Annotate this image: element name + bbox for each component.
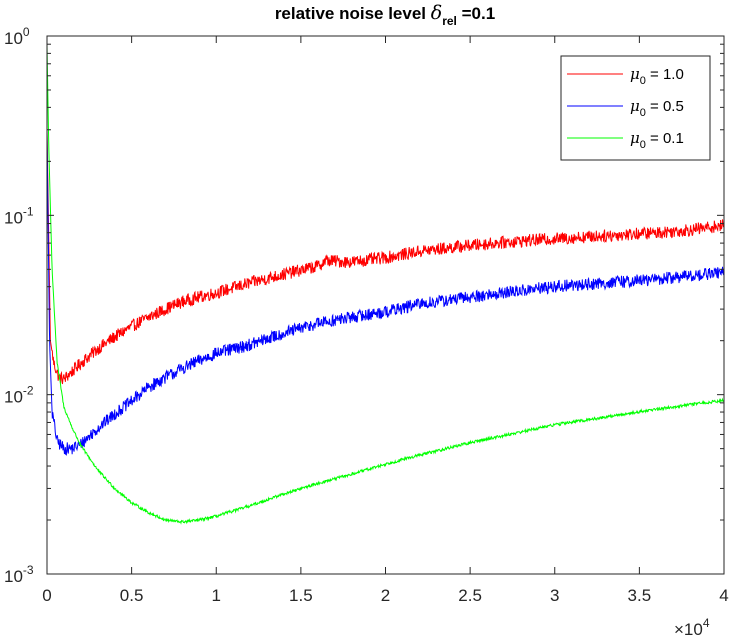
x-tick-label: 3 — [550, 586, 559, 605]
y-tick-label: 10-1 — [4, 204, 34, 227]
title-prefix: relative noise level — [275, 4, 431, 23]
x-exponent-label: ×104 — [674, 616, 710, 639]
x-tick-label: 1 — [212, 586, 221, 605]
title-subscript: rel — [442, 14, 457, 28]
x-tick-labels: 0 0.5 1 1.5 2 2.5 3 3.5 4 — [42, 586, 728, 605]
legend-label-3: μ0 = 0.1 — [630, 129, 684, 151]
x-tick-label: 0.5 — [120, 586, 144, 605]
series-layer — [46, 44, 725, 525]
ticks-layer — [46, 35, 725, 575]
chart-title: relative noise level δrel =0.1 — [275, 2, 495, 28]
series-line-2 — [46, 129, 725, 456]
x-exponent-power: 4 — [703, 616, 710, 630]
y-tick-label: 10-2 — [4, 384, 34, 407]
legend-label-2: μ0 = 0.5 — [630, 97, 684, 119]
legend-label-1: μ0 = 1.0 — [630, 65, 684, 87]
series-line-1 — [46, 129, 725, 385]
title-suffix: =0.1 — [457, 4, 495, 23]
series-line-3 — [46, 44, 725, 525]
y-tick-label: 100 — [4, 25, 30, 48]
x-tick-label: 2 — [381, 586, 390, 605]
x-tick-label: 0 — [42, 586, 51, 605]
title-delta-symbol: δ — [431, 2, 442, 24]
legend-box — [560, 55, 711, 161]
x-tick-label: 3.5 — [628, 586, 652, 605]
x-exponent-base: ×10 — [674, 620, 703, 639]
x-tick-label: 1.5 — [289, 586, 313, 605]
y-tick-label: 10-3 — [4, 563, 34, 586]
y-tick-labels: 10-3 10-2 10-1 100 — [4, 25, 34, 586]
x-tick-label: 4 — [719, 586, 728, 605]
legend: μ0 = 1.0 μ0 = 0.5 μ0 = 0.1 — [560, 55, 711, 161]
x-tick-label: 2.5 — [458, 586, 482, 605]
